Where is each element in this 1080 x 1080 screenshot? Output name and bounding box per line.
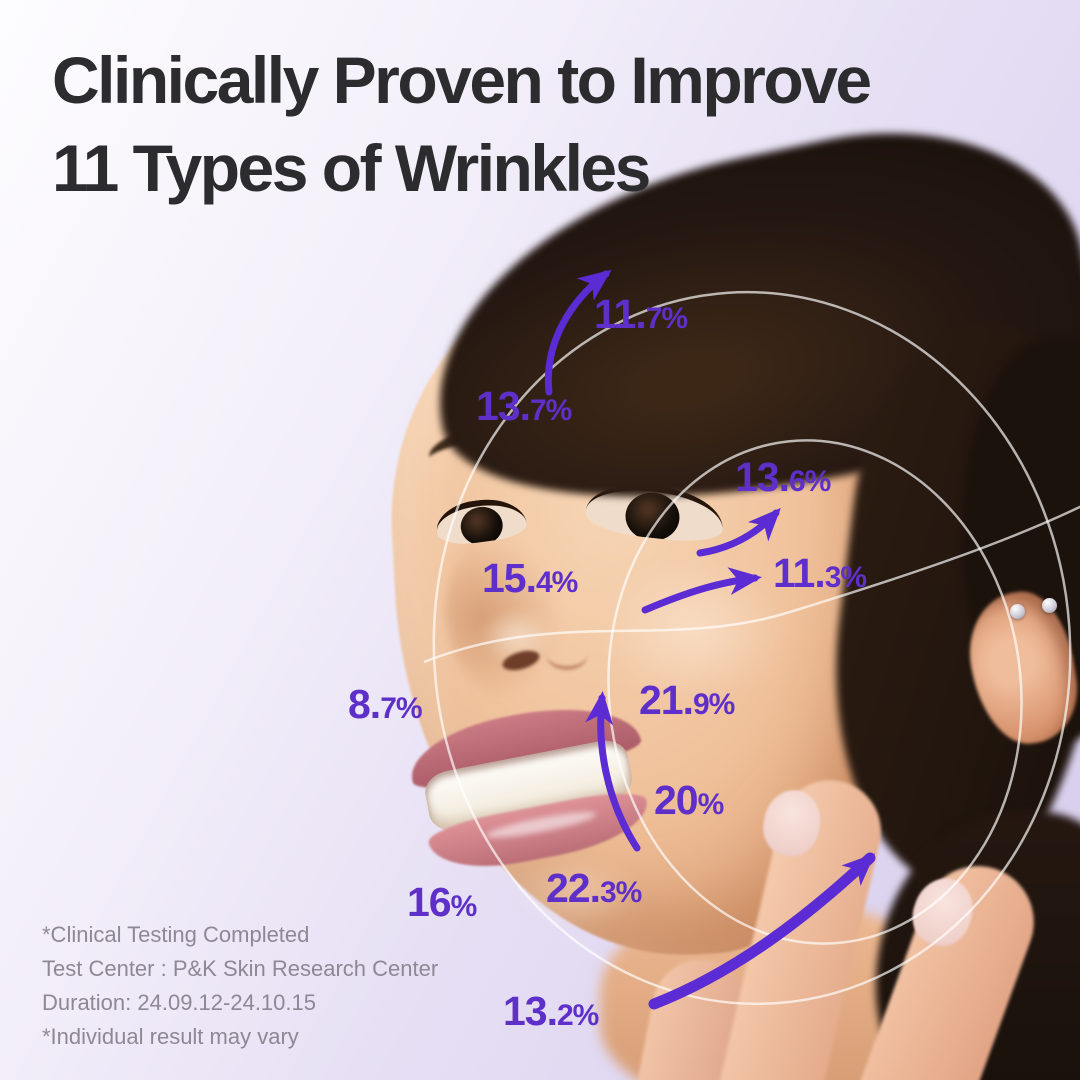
footnote-line: *Clinical Testing Completed	[42, 922, 310, 947]
jawline-arrow	[648, 852, 876, 1010]
wrinkle-improvement-label: 15.4%	[482, 555, 578, 601]
nasolabial-arrow	[585, 691, 641, 852]
nose-wing	[546, 638, 588, 670]
headline: Clinically Proven to Improve 11 Types of…	[52, 36, 872, 212]
earring-stud	[1042, 598, 1057, 613]
cheek-arrow	[641, 567, 762, 614]
wrinkle-improvement-label: 13.6%	[735, 454, 831, 500]
wrinkle-improvement-label: 11.7%	[594, 291, 688, 337]
wrinkle-improvement-label: 11.3%	[773, 550, 867, 596]
under-eye-arrow	[696, 507, 781, 557]
wrinkle-improvement-label: 16%	[407, 879, 477, 925]
wrinkle-improvement-label: 8.7%	[348, 681, 423, 727]
footnotes: *Clinical Testing Completed Test Center …	[42, 918, 438, 1054]
wrinkle-improvement-label: 21.9%	[639, 677, 735, 723]
wrinkle-improvement-label: 22.3%	[546, 865, 642, 911]
footnote-line: Duration: 24.09.12-24.10.15	[42, 990, 316, 1015]
wrinkle-improvement-label: 20%	[654, 777, 724, 823]
headline-line-2: 11 Types of Wrinkles	[52, 131, 651, 205]
face-mapping-circle-outer	[432, 290, 1072, 1006]
wrinkle-improvement-label: 13.2%	[503, 988, 599, 1034]
face-mapping-line	[423, 505, 1080, 664]
wrinkle-improvement-label: 13.7%	[476, 383, 572, 429]
forehead-arrow	[544, 269, 612, 396]
chin-highlight	[512, 855, 642, 930]
earring-stud	[1010, 604, 1025, 619]
headline-line-1: Clinically Proven to Improve	[52, 43, 872, 117]
footnote-line: Test Center : P&K Skin Research Center	[42, 956, 439, 981]
footnote-line: *Individual result may vary	[42, 1024, 299, 1049]
